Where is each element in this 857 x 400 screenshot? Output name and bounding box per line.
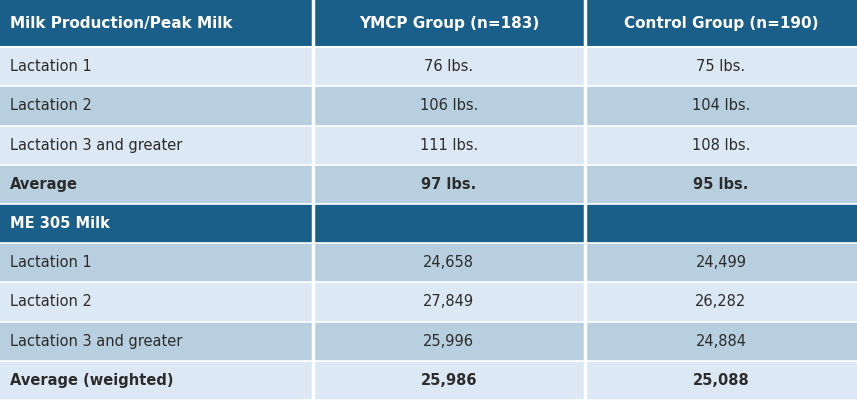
Bar bbox=[313, 204, 584, 243]
Text: 25,088: 25,088 bbox=[692, 373, 749, 388]
Bar bbox=[0, 361, 313, 400]
Bar bbox=[313, 165, 584, 204]
Bar bbox=[0, 243, 313, 282]
Bar bbox=[584, 282, 857, 322]
Bar bbox=[313, 361, 584, 400]
Text: Lactation 2: Lactation 2 bbox=[10, 98, 93, 114]
Bar bbox=[313, 86, 584, 126]
Bar bbox=[0, 282, 313, 322]
Bar bbox=[584, 86, 857, 126]
Bar bbox=[313, 126, 584, 165]
Bar bbox=[313, 282, 584, 322]
Text: 76 lbs.: 76 lbs. bbox=[424, 59, 473, 74]
Text: 75 lbs.: 75 lbs. bbox=[697, 59, 746, 74]
Text: Lactation 2: Lactation 2 bbox=[10, 294, 93, 310]
Bar bbox=[0, 47, 313, 86]
Bar bbox=[0, 126, 313, 165]
Text: 25,986: 25,986 bbox=[421, 373, 477, 388]
Bar bbox=[0, 204, 313, 243]
Text: Milk Production/Peak Milk: Milk Production/Peak Milk bbox=[10, 16, 233, 31]
Bar bbox=[313, 0, 584, 47]
Text: 26,282: 26,282 bbox=[695, 294, 746, 310]
Bar bbox=[313, 243, 584, 282]
Text: 106 lbs.: 106 lbs. bbox=[420, 98, 478, 114]
Text: Lactation 1: Lactation 1 bbox=[10, 255, 92, 270]
Bar bbox=[0, 322, 313, 361]
Text: 24,884: 24,884 bbox=[695, 334, 746, 349]
Bar bbox=[0, 0, 313, 47]
Text: Lactation 3 and greater: Lactation 3 and greater bbox=[10, 334, 183, 349]
Text: 25,996: 25,996 bbox=[423, 334, 475, 349]
Text: 104 lbs.: 104 lbs. bbox=[692, 98, 750, 114]
Bar bbox=[584, 0, 857, 47]
Bar bbox=[584, 47, 857, 86]
Text: 95 lbs.: 95 lbs. bbox=[693, 177, 749, 192]
Bar bbox=[584, 204, 857, 243]
Text: 24,499: 24,499 bbox=[695, 255, 746, 270]
Text: Lactation 1: Lactation 1 bbox=[10, 59, 92, 74]
Text: 24,658: 24,658 bbox=[423, 255, 475, 270]
Text: 111 lbs.: 111 lbs. bbox=[420, 138, 478, 153]
Bar bbox=[313, 47, 584, 86]
Bar bbox=[584, 165, 857, 204]
Text: 27,849: 27,849 bbox=[423, 294, 475, 310]
Text: 108 lbs.: 108 lbs. bbox=[692, 138, 750, 153]
Bar bbox=[313, 322, 584, 361]
Bar bbox=[584, 361, 857, 400]
Bar bbox=[584, 243, 857, 282]
Text: 97 lbs.: 97 lbs. bbox=[422, 177, 476, 192]
Text: Control Group (n=190): Control Group (n=190) bbox=[624, 16, 818, 31]
Text: Average (weighted): Average (weighted) bbox=[10, 373, 174, 388]
Bar bbox=[0, 86, 313, 126]
Text: Average: Average bbox=[10, 177, 78, 192]
Text: ME 305 Milk: ME 305 Milk bbox=[10, 216, 111, 231]
Bar bbox=[0, 165, 313, 204]
Bar bbox=[584, 126, 857, 165]
Text: YMCP Group (n=183): YMCP Group (n=183) bbox=[359, 16, 539, 31]
Text: Lactation 3 and greater: Lactation 3 and greater bbox=[10, 138, 183, 153]
Bar bbox=[584, 322, 857, 361]
